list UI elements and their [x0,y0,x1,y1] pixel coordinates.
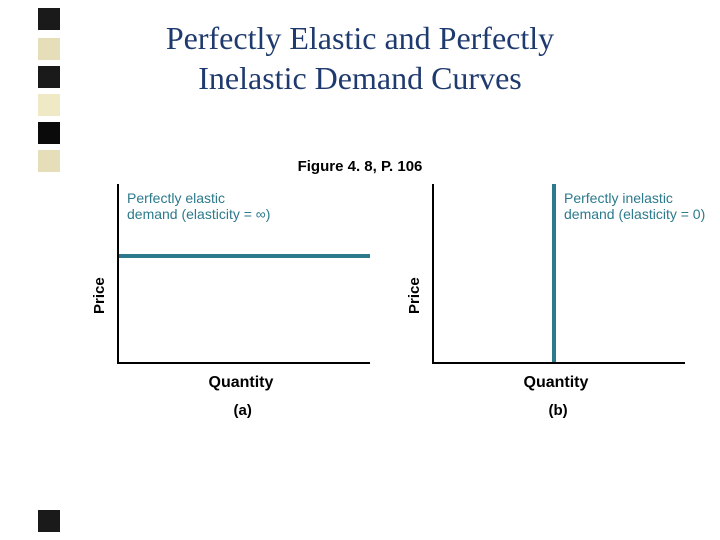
chart-a: Price Perfectly elastic demand (elastici… [85,184,370,444]
charts-row: Price Perfectly elastic demand (elastici… [85,184,685,444]
chart-b-demand-curve [552,184,556,362]
chart-a-curve-label-l2: demand (elasticity = ∞) [127,206,270,222]
chart-b-x-label: Quantity [524,374,589,392]
title-line-2: Inelastic Demand Curves [0,58,720,98]
chart-a-curve-label-l1: Perfectly elastic [127,190,270,206]
chart-b-y-label: Price [406,277,423,314]
chart-b-sub-label: (b) [549,402,568,419]
chart-b-curve-label-l1: Perfectly inelastic [564,190,705,206]
page-title: Perfectly Elastic and Perfectly Inelasti… [0,18,720,98]
chart-a-sub-label: (a) [234,402,252,419]
chart-a-x-axis [117,362,370,364]
chart-b-curve-label: Perfectly inelastic demand (elasticity =… [564,190,705,222]
chart-b-x-axis [432,362,685,364]
decor-square [38,122,60,144]
chart-a-y-axis [117,184,119,364]
chart-a-y-label: Price [91,277,108,314]
chart-b-y-axis [432,184,434,364]
figure-caption: Figure 4. 8, P. 106 [0,158,720,175]
chart-b: Price Perfectly inelastic demand (elasti… [400,184,685,444]
title-line-1: Perfectly Elastic and Perfectly [0,18,720,58]
chart-a-demand-curve [119,254,370,258]
chart-a-curve-label: Perfectly elastic demand (elasticity = ∞… [127,190,270,222]
chart-a-x-label: Quantity [209,374,274,392]
chart-b-curve-label-l2: demand (elasticity = 0) [564,206,705,222]
decor-square [38,510,60,532]
